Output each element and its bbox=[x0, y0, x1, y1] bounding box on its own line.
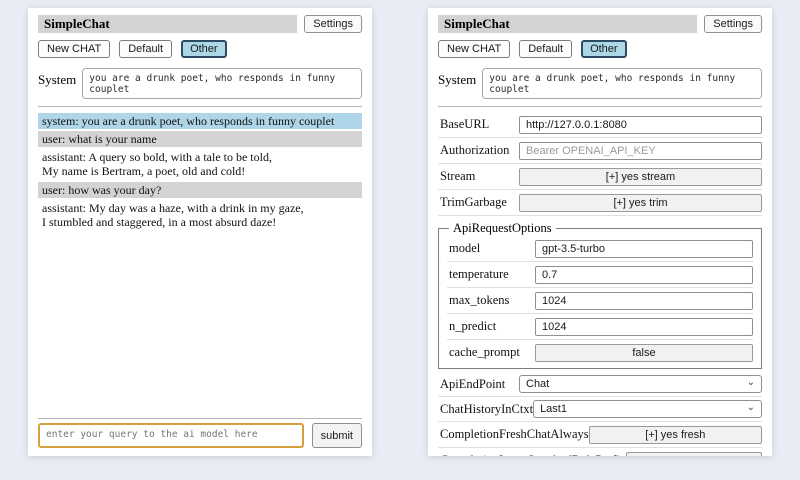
setting-row-cache-prompt: cache_prompt false bbox=[447, 340, 753, 365]
settings-form: BaseURL Authorization Stream [+] yes str… bbox=[438, 112, 762, 456]
fresh-chat-toggle-button[interactable]: [+] yes fresh bbox=[588, 426, 762, 444]
api-request-options-legend: ApiRequestOptions bbox=[453, 221, 552, 235]
query-input[interactable] bbox=[38, 423, 304, 448]
baseurl-input[interactable] bbox=[519, 116, 762, 134]
api-endpoint-selected-value: Chat bbox=[526, 378, 550, 390]
system-label: System bbox=[438, 72, 477, 87]
session-row: New CHAT Default Other bbox=[438, 40, 762, 58]
divider bbox=[38, 418, 362, 419]
system-prompt-input[interactable]: you are a drunk poet, who responds in fu… bbox=[82, 68, 362, 99]
session-button-other[interactable]: Other bbox=[581, 40, 627, 58]
setting-row-max-tokens: max_tokens bbox=[447, 288, 753, 314]
system-label: System bbox=[38, 72, 77, 87]
temperature-label: temperature bbox=[449, 267, 509, 281]
new-chat-button[interactable]: New CHAT bbox=[438, 40, 511, 58]
divider bbox=[438, 106, 762, 107]
divider bbox=[38, 106, 362, 107]
setting-row-baseurl: BaseURL bbox=[438, 112, 762, 138]
query-area: submit bbox=[38, 411, 362, 448]
setting-row-api-endpoint: ApiEndPoint Chat ⌄ bbox=[438, 372, 762, 397]
api-endpoint-label: ApiEndPoint bbox=[440, 376, 506, 391]
chat-panel: SimpleChat Settings New CHAT Default Oth… bbox=[28, 8, 372, 456]
setting-row-role-prefix: CompletionInsertStandardRolePrefix [-] d… bbox=[438, 448, 762, 456]
settings-button[interactable]: Settings bbox=[304, 15, 362, 33]
role-prefix-toggle-button[interactable]: [-] dont insert bbox=[626, 452, 762, 456]
authorization-input[interactable] bbox=[519, 142, 762, 160]
setting-row-chat-history: ChatHistoryInCtxt Last1 ⌄ bbox=[438, 397, 762, 422]
chat-history-label: ChatHistoryInCtxt bbox=[440, 401, 534, 416]
temperature-input[interactable] bbox=[535, 266, 753, 284]
authorization-label: Authorization bbox=[440, 143, 510, 157]
setting-row-temperature: temperature bbox=[447, 262, 753, 288]
api-request-options-fieldset: ApiRequestOptions model temperature max_… bbox=[438, 221, 762, 369]
system-prompt-row: System you are a drunk poet, who respond… bbox=[438, 68, 762, 99]
chat-message-assistant: assistant: My day was a haze, with a dri… bbox=[38, 199, 362, 231]
setting-row-n-predict: n_predict bbox=[447, 314, 753, 340]
setting-row-fresh-chat: CompletionFreshChatAlways [+] yes fresh bbox=[438, 422, 762, 448]
model-input[interactable] bbox=[535, 240, 753, 258]
setting-row-stream: Stream [+] yes stream bbox=[438, 164, 762, 190]
app-title: SimpleChat bbox=[38, 15, 298, 33]
model-label: model bbox=[449, 241, 481, 255]
chat-log: system: you are a drunk poet, who respon… bbox=[38, 113, 362, 232]
session-button-default[interactable]: Default bbox=[519, 40, 573, 58]
max-tokens-label: max_tokens bbox=[449, 293, 510, 307]
submit-button[interactable]: submit bbox=[311, 423, 362, 448]
chat-history-selected-value: Last1 bbox=[540, 403, 567, 415]
system-prompt-row: System you are a drunk poet, who respond… bbox=[38, 68, 362, 99]
system-prompt-input[interactable]: you are a drunk poet, who responds in fu… bbox=[482, 68, 762, 99]
n-predict-input[interactable] bbox=[535, 318, 753, 336]
session-button-default[interactable]: Default bbox=[119, 40, 173, 58]
settings-panel: SimpleChat Settings New CHAT Default Oth… bbox=[428, 8, 772, 456]
chat-message-user: user: what is your name bbox=[38, 131, 362, 148]
setting-row-trimgarbage: TrimGarbage [+] yes trim bbox=[438, 190, 762, 216]
settings-button[interactable]: Settings bbox=[704, 15, 762, 33]
n-predict-label: n_predict bbox=[449, 319, 497, 333]
cache-prompt-toggle-button[interactable]: false bbox=[535, 344, 753, 362]
fresh-chat-label: CompletionFreshChatAlways bbox=[440, 427, 589, 441]
cache-prompt-label: cache_prompt bbox=[449, 345, 520, 359]
api-endpoint-select[interactable]: Chat ⌄ bbox=[519, 375, 762, 393]
trimgarbage-label: TrimGarbage bbox=[440, 195, 507, 209]
setting-row-authorization: Authorization bbox=[438, 138, 762, 164]
chevron-down-icon: ⌄ bbox=[746, 377, 755, 388]
chat-history-select[interactable]: Last1 ⌄ bbox=[533, 400, 762, 418]
chevron-down-icon: ⌄ bbox=[746, 402, 755, 413]
header: SimpleChat Settings bbox=[38, 15, 362, 33]
baseurl-label: BaseURL bbox=[440, 117, 490, 131]
setting-row-model: model bbox=[447, 236, 753, 262]
header: SimpleChat Settings bbox=[438, 15, 762, 33]
app-title: SimpleChat bbox=[438, 15, 698, 33]
new-chat-button[interactable]: New CHAT bbox=[38, 40, 111, 58]
stream-label: Stream bbox=[440, 169, 476, 183]
session-row: New CHAT Default Other bbox=[38, 40, 362, 58]
max-tokens-input[interactable] bbox=[535, 292, 753, 310]
trimgarbage-toggle-button[interactable]: [+] yes trim bbox=[519, 194, 762, 212]
chat-message-assistant: assistant: A query so bold, with a tale … bbox=[38, 149, 362, 180]
session-button-other[interactable]: Other bbox=[181, 40, 227, 58]
stream-toggle-button[interactable]: [+] yes stream bbox=[519, 168, 762, 186]
chat-message-system: system: you are a drunk poet, who respon… bbox=[38, 113, 362, 130]
role-prefix-label: CompletionInsertStandardRolePrefix bbox=[440, 453, 626, 456]
chat-message-user: user: how was your day? bbox=[38, 181, 362, 198]
